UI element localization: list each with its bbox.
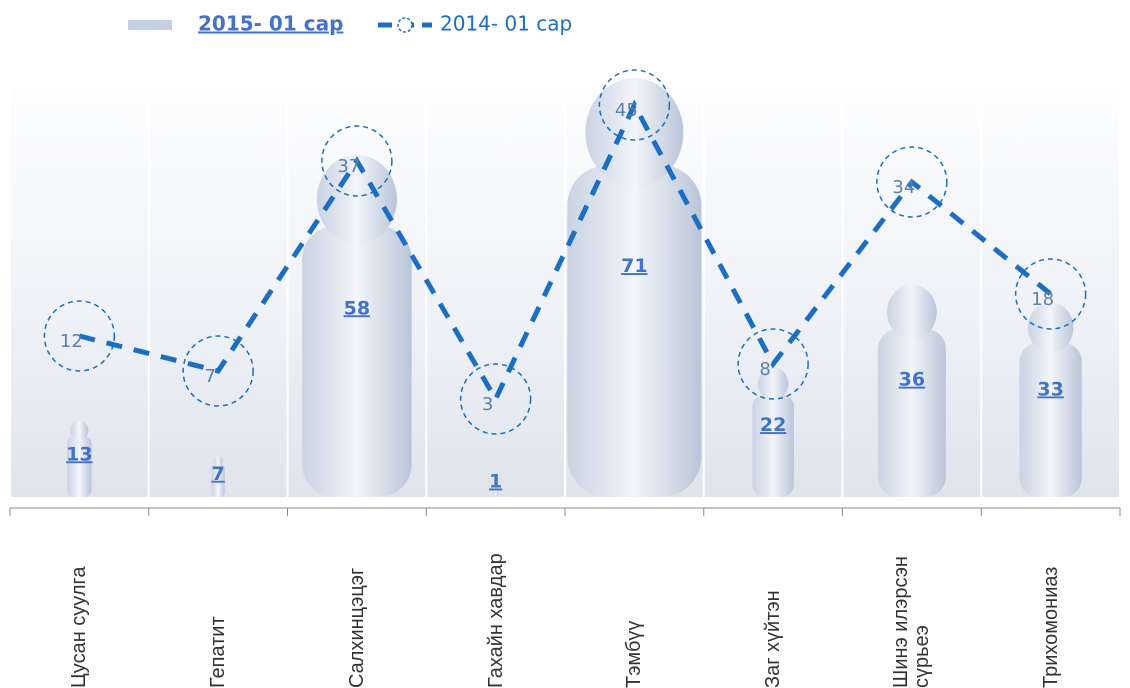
- legend-label: 2014- 01 сар: [440, 12, 572, 36]
- figure-head: [70, 420, 89, 441]
- background-tile: [427, 60, 564, 497]
- figure-bar: [67, 420, 92, 497]
- line-value-label: 8: [759, 359, 770, 380]
- value-label: 33: [1037, 378, 1063, 400]
- figure-body: [567, 165, 702, 497]
- line-value-label: 37: [337, 156, 360, 177]
- figure-bar: [211, 455, 225, 497]
- figure-body: [877, 328, 946, 497]
- figure-bar: [877, 284, 946, 497]
- line-marker: [182, 335, 254, 407]
- x-tick-label: Шинэ илэрсэн сүрьеэ: [889, 556, 933, 688]
- x-tick-label: Заг хүйтэн: [761, 590, 784, 688]
- figure-bar: [492, 491, 499, 498]
- legend-icon: [397, 17, 413, 33]
- x-tick-label: Тэмбүү: [622, 620, 645, 688]
- value-label: 7: [212, 463, 225, 485]
- figure-body: [1019, 342, 1082, 497]
- figure-body: [302, 225, 412, 497]
- line-marker: [876, 146, 948, 218]
- figure-bar: [1019, 302, 1082, 497]
- figure-head: [213, 455, 223, 467]
- x-tick-label: Трихомониаз: [1039, 566, 1062, 688]
- figure-head: [1027, 302, 1074, 353]
- line-value-label: 18: [1031, 289, 1054, 310]
- line-marker: [321, 125, 393, 197]
- figure-bar: [752, 367, 794, 497]
- legend-icon: [128, 20, 172, 30]
- figure-body: [67, 436, 92, 497]
- value-label: 58: [344, 297, 370, 319]
- figure-bar: [567, 78, 702, 497]
- line-marker: [737, 328, 809, 400]
- line-marker: [598, 69, 671, 141]
- line-value-label: 3: [482, 394, 493, 415]
- line-value-label: 7: [204, 366, 215, 387]
- line-value-label: 12: [60, 331, 83, 352]
- value-label: 1: [489, 471, 502, 493]
- figure-body: [211, 464, 225, 497]
- x-tick-label: Цусан суулга: [67, 566, 90, 688]
- legend-label: 2015- 01 сар: [198, 12, 343, 36]
- value-label: 36: [899, 369, 925, 391]
- figure-body: [752, 394, 794, 497]
- line-marker: [459, 363, 532, 435]
- figure-head: [887, 284, 937, 340]
- figure-head: [492, 491, 499, 498]
- value-label: 13: [66, 443, 92, 465]
- x-tick-label: Салхинцэцэг: [345, 567, 368, 688]
- figure-head: [757, 367, 789, 401]
- line-value-label: 45: [615, 100, 638, 121]
- value-label: 71: [621, 255, 647, 277]
- line-value-label: 34: [892, 177, 915, 198]
- x-tick-label: Гепатит: [206, 616, 229, 688]
- x-tick-label: Гахайн хавдар: [484, 553, 507, 688]
- background-tile: [149, 60, 287, 497]
- line-marker: [43, 300, 116, 372]
- line-marker: [1014, 258, 1087, 330]
- figure-bar: [302, 154, 412, 497]
- value-label: 22: [760, 414, 786, 436]
- figure-head: [316, 154, 397, 244]
